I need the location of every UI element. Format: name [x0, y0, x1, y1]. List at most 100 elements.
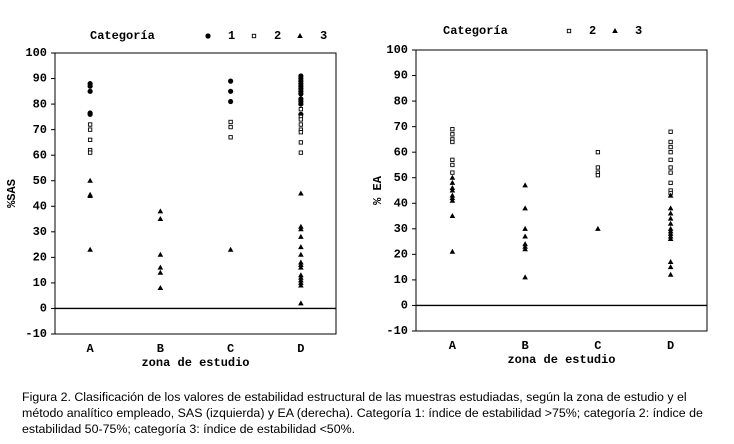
legend-marker: [566, 28, 572, 34]
x-tick-label: B: [157, 342, 164, 356]
point: [87, 88, 93, 94]
legend-title: Categoría: [443, 24, 508, 38]
legend-marker: [205, 33, 211, 39]
point: [450, 139, 455, 145]
x-tick-label: A: [449, 339, 457, 353]
point: [668, 170, 673, 175]
point: [87, 111, 93, 117]
point: [668, 144, 673, 150]
x-axis-label: zona de estudio: [141, 356, 249, 370]
point: [298, 282, 304, 288]
point: [668, 165, 673, 170]
point: [449, 192, 456, 198]
point: [449, 179, 456, 185]
point: [157, 251, 164, 257]
point: [449, 248, 456, 254]
point: [450, 127, 455, 132]
point: [522, 225, 528, 231]
point: [667, 215, 674, 221]
point: [157, 269, 164, 275]
point: [667, 228, 674, 234]
point: [87, 83, 93, 89]
point: [449, 195, 456, 201]
point: [595, 150, 601, 155]
y-tick-label: 20: [33, 251, 47, 265]
point: [298, 259, 304, 265]
point: [87, 137, 93, 143]
point: [667, 230, 674, 236]
point: [522, 205, 528, 211]
point: [298, 277, 304, 283]
point: [298, 101, 304, 107]
caption: Figura 2. Clasificación de los valores d…: [22, 390, 703, 436]
point: [522, 233, 528, 239]
x-tick-label: C: [594, 339, 601, 353]
y-tick-label: 0: [401, 299, 408, 313]
legend-marker: [612, 28, 618, 33]
y-tick-label: 100: [25, 46, 47, 60]
y-tick-label: 60: [394, 145, 408, 159]
legend-marker: [297, 33, 303, 38]
point: [228, 78, 234, 84]
y-tick-label: -10: [25, 327, 47, 341]
point: [87, 127, 93, 132]
point: [668, 139, 673, 145]
y-tick-label: 30: [394, 222, 408, 236]
point: [87, 122, 93, 127]
point: [298, 272, 304, 278]
y-tick-label: 80: [33, 97, 47, 111]
y-axis-label: % EA: [371, 175, 385, 205]
point: [298, 122, 304, 127]
point: [667, 233, 674, 239]
point: [298, 117, 304, 122]
y-tick-label: 100: [386, 43, 408, 57]
legend-label: 1: [228, 29, 235, 43]
point: [450, 170, 455, 175]
point: [522, 243, 528, 249]
point: [667, 192, 674, 198]
legend-label: 2: [274, 29, 281, 43]
x-tick-label: D: [297, 342, 304, 356]
point: [87, 246, 93, 252]
point: [667, 259, 674, 265]
point: [228, 119, 233, 125]
x-tick-label: C: [227, 342, 234, 356]
x-tick-label: D: [667, 339, 674, 353]
point: [298, 226, 304, 232]
point: [157, 264, 164, 270]
point: [298, 251, 304, 257]
y-axis-label: %SAS: [5, 179, 19, 208]
point: [595, 225, 601, 231]
x-axis-label: zona de estudio: [507, 353, 615, 367]
point: [298, 140, 304, 145]
point: [298, 190, 304, 196]
y-tick-label: 0: [40, 302, 47, 316]
point: [298, 130, 304, 135]
point: [668, 150, 673, 155]
point: [157, 285, 164, 291]
y-tick-label: 70: [33, 123, 47, 137]
point: [298, 264, 304, 270]
point: [667, 210, 674, 216]
point: [298, 262, 304, 268]
point: [298, 274, 304, 280]
y-tick-label: 10: [33, 276, 47, 290]
point: [522, 182, 528, 188]
point: [227, 246, 234, 252]
point: [595, 173, 601, 178]
point: [298, 279, 304, 285]
y-tick-label: 90: [33, 72, 47, 86]
point: [87, 150, 93, 155]
point: [298, 223, 304, 229]
legend-label: 2: [589, 24, 596, 38]
y-tick-label: 50: [394, 171, 408, 185]
point: [667, 220, 674, 226]
point: [298, 107, 304, 112]
point: [667, 271, 674, 277]
point: [450, 132, 455, 137]
point: [668, 180, 673, 185]
point: [668, 157, 673, 162]
point: [450, 157, 455, 162]
point: [228, 124, 233, 130]
point: [298, 91, 304, 97]
